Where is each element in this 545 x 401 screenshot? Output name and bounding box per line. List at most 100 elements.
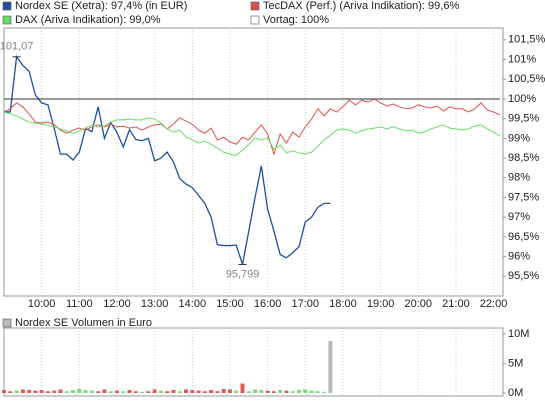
- legend-label: DAX (Ariva Indikation): 99,0%: [15, 14, 161, 26]
- value-label: 95,799: [226, 268, 260, 280]
- bar: [121, 391, 126, 393]
- bar: [297, 390, 302, 393]
- x-tick-label: 10:00: [28, 298, 56, 310]
- bar: [177, 391, 182, 393]
- bar: [14, 390, 19, 393]
- bar: [184, 389, 189, 393]
- bar: [171, 390, 176, 393]
- y-tick-label: 98%: [508, 172, 530, 184]
- bar: [209, 390, 214, 393]
- legend-swatch: [250, 15, 260, 25]
- legend-swatch: [2, 318, 12, 328]
- legend-swatch: [2, 15, 12, 25]
- x-tick-label: 13:00: [141, 298, 169, 310]
- bar: [240, 383, 245, 393]
- x-tick-label: 22:00: [480, 298, 508, 310]
- y-tick-label: 96%: [508, 250, 530, 262]
- value-label: 101,07: [0, 41, 33, 53]
- y-tick-label: 101,5%: [508, 34, 545, 46]
- y-tick-label: 97,5%: [508, 191, 539, 203]
- y-tick-label: 99%: [508, 132, 530, 144]
- y-tick-label: 98,5%: [508, 152, 539, 164]
- y-tick-label: 0M: [508, 387, 523, 399]
- bar: [39, 390, 44, 393]
- bar: [114, 390, 119, 393]
- series-line: [3, 98, 501, 156]
- bar: [8, 391, 13, 393]
- legend-label: TecDAX (Perf.) (Ariva Indikation): 99,6%: [263, 0, 459, 12]
- x-tick-label: 12:00: [103, 298, 131, 310]
- bar: [284, 390, 289, 393]
- y-tick-label: 100%: [508, 93, 536, 105]
- bar: [215, 391, 220, 393]
- x-tick-label: 21:00: [442, 298, 470, 310]
- bar: [259, 390, 264, 393]
- bar: [83, 390, 88, 393]
- bar: [140, 391, 145, 393]
- bar: [322, 391, 327, 393]
- bar: [58, 389, 63, 393]
- bar: [246, 391, 251, 393]
- y-tick-label: 100,5%: [508, 73, 545, 85]
- bar: [328, 341, 333, 393]
- legend-label: Vortag: 100%: [263, 14, 329, 26]
- bar: [27, 390, 32, 393]
- y-tick-label: 5M: [508, 357, 523, 369]
- bar: [165, 391, 170, 393]
- bar: [303, 389, 308, 393]
- legend-label: Nordex SE (Xetra): 97,4% (in EUR): [15, 0, 187, 12]
- bar: [315, 391, 320, 393]
- x-tick-label: 20:00: [404, 298, 432, 310]
- legend-swatch: [250, 1, 260, 11]
- bar: [290, 391, 295, 393]
- bar: [146, 391, 151, 393]
- y-tick-label: 101%: [508, 53, 536, 65]
- x-tick-label: 15:00: [216, 298, 244, 310]
- bar: [253, 389, 258, 393]
- x-tick-label: 17:00: [292, 298, 320, 310]
- plot-frame: [3, 327, 504, 397]
- y-tick-label: 95,5%: [508, 270, 539, 282]
- bar: [221, 388, 226, 393]
- bar: [64, 391, 69, 393]
- bar: [152, 389, 157, 393]
- bar: [190, 390, 195, 393]
- bar: [133, 391, 138, 393]
- series-line: [4, 55, 331, 265]
- bar: [52, 390, 57, 393]
- legend-label: Nordex SE Volumen in Euro: [15, 317, 152, 329]
- bar: [127, 390, 132, 393]
- bar: [96, 391, 101, 393]
- legend-swatch: [2, 1, 12, 11]
- x-tick-label: 16:00: [254, 298, 282, 310]
- x-tick-label: 14:00: [179, 298, 207, 310]
- bar: [278, 390, 283, 393]
- y-tick-label: 99,5%: [508, 113, 539, 125]
- bar: [20, 389, 25, 393]
- bar: [271, 391, 276, 393]
- bar: [77, 388, 82, 393]
- x-tick-label: 18:00: [329, 298, 357, 310]
- y-tick-label: 10M: [508, 328, 529, 340]
- x-tick-label: 11:00: [66, 298, 93, 310]
- bar: [2, 390, 6, 393]
- bar: [196, 390, 201, 393]
- bar: [234, 390, 239, 393]
- bar: [158, 390, 163, 393]
- y-tick-label: 96,5%: [508, 231, 539, 243]
- bar: [45, 391, 50, 393]
- bar: [108, 391, 113, 393]
- series-line: [3, 111, 501, 156]
- bar: [33, 390, 38, 393]
- bar: [202, 391, 207, 393]
- bar: [265, 390, 270, 393]
- bar: [102, 389, 107, 393]
- y-tick-label: 97%: [508, 211, 530, 223]
- bar: [71, 390, 76, 393]
- bar: [309, 390, 314, 393]
- x-tick-label: 19:00: [367, 298, 395, 310]
- bar: [227, 389, 232, 393]
- plot-frame: [3, 27, 504, 297]
- bar: [89, 390, 94, 393]
